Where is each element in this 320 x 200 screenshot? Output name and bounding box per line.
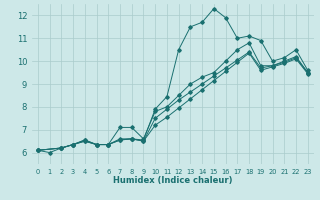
X-axis label: Humidex (Indice chaleur): Humidex (Indice chaleur) [113, 176, 233, 185]
